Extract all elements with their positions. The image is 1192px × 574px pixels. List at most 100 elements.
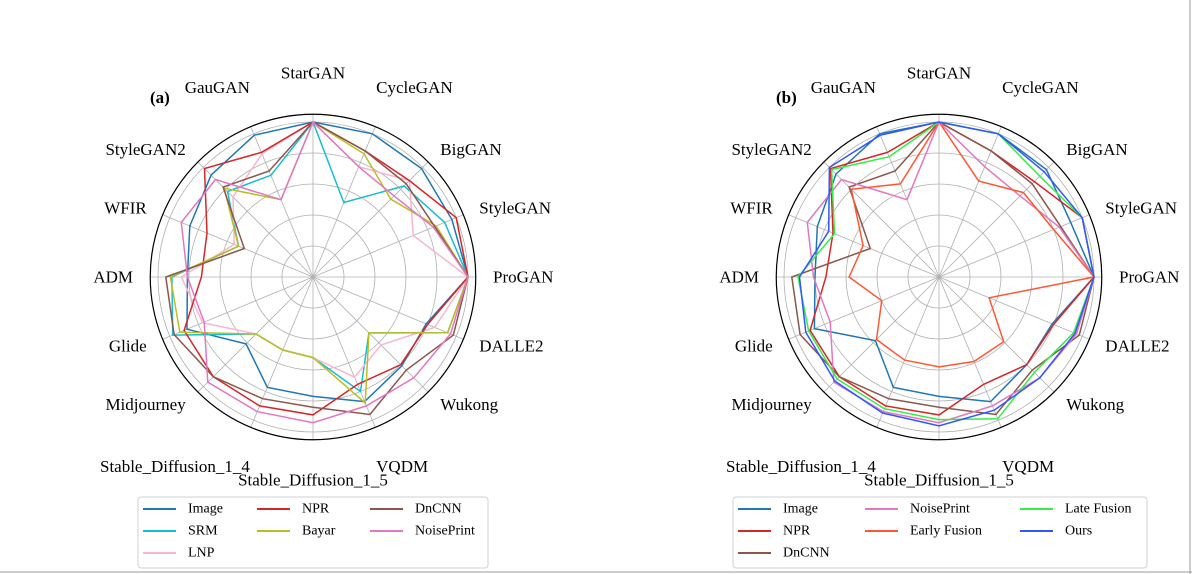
axis-label-gaugan: GauGAN [185, 78, 250, 97]
legend-label: Ours [1065, 524, 1092, 539]
axis-label-stable-diffusion-1-5: Stable_Diffusion_1_5 [238, 471, 388, 490]
outer-frame [149, 113, 477, 441]
legend-label: SRM [188, 524, 218, 539]
axis-label-stargan: StarGAN [281, 64, 345, 83]
legend-label: DnCNN [783, 546, 830, 561]
axis-label-glide: Glide [109, 336, 147, 355]
legend-label: NPR [302, 502, 330, 517]
legend-item: NPR [257, 502, 330, 517]
axis-label-adm: ADM [719, 268, 759, 287]
axis-label-stylegan: StyleGAN [479, 199, 551, 218]
legend-item: DnCNN [738, 546, 830, 561]
legend-item: DnCNN [370, 502, 462, 517]
series-line-ours [798, 121, 1095, 427]
legend-item: Early Fusion [865, 524, 982, 539]
axis-label-glide: Glide [735, 336, 773, 355]
legend-item: SRM [143, 524, 218, 539]
legend-item: LNP [143, 546, 215, 561]
grid-spoke [938, 276, 1055, 393]
series-line-image [813, 121, 1095, 403]
axis-label-stylegan2: StyleGAN2 [731, 140, 811, 159]
legend-item: Ours [1020, 524, 1092, 539]
axis-label-progan: ProGAN [493, 268, 553, 287]
series-line-noiseprint [806, 120, 1095, 424]
legend-label: Bayar [302, 524, 336, 539]
grid-spoke [938, 161, 1055, 278]
series-line-lnp [180, 121, 470, 379]
legend-item: Image [143, 502, 223, 517]
legend-label: NoisePrint [910, 502, 970, 517]
legend-label: DnCNN [415, 502, 462, 517]
outer-frame [775, 113, 1103, 441]
grid-spoke [788, 276, 940, 340]
legend-item: Bayar [257, 524, 336, 539]
axis-label-midjourney: Midjourney [105, 395, 186, 414]
grid-spoke [250, 126, 314, 278]
axis-label-biggan: BigGAN [1066, 140, 1127, 159]
grid-spoke [823, 276, 940, 393]
axis-label-vqdm: VQDM [376, 457, 428, 476]
axis-label-stable-diffusion-1-4: Stable_Diffusion_1_4 [100, 457, 250, 476]
radar-chart-a: ProGAN StyleGAN BigGAN CycleGAN StarGAN GauGA… [93, 64, 553, 569]
series-line-npr [183, 121, 469, 416]
legend: Image NPR DnCNN NoisePrint Early Fusion Late … [732, 496, 1148, 569]
grid-spoke [312, 276, 429, 393]
legend-box [732, 496, 1148, 569]
grid-spoke [312, 161, 429, 278]
grid-spoke [938, 126, 1002, 278]
legend-item: Image [738, 502, 818, 517]
grid-spoke [197, 161, 314, 278]
panel-label: (b) [776, 88, 797, 107]
legend-label: Early Fusion [910, 524, 982, 539]
grid-spoke [312, 276, 464, 340]
series-line-noiseprint [180, 120, 469, 424]
series-line-dncnn [164, 121, 469, 416]
axis-label-dalle2: DALLE2 [1105, 336, 1169, 355]
grid-spoke [938, 276, 1002, 428]
radar-chart-b: ProGAN StyleGAN BigGAN CycleGAN StarGAN GauGA… [719, 64, 1179, 569]
axis-label-cyclegan: CycleGAN [1002, 78, 1078, 97]
legend-item: NoisePrint [370, 524, 475, 539]
legend-item: NPR [738, 524, 811, 539]
legend-item: NoisePrint [865, 502, 970, 517]
grid-spoke [876, 126, 940, 278]
axis-label-wfir: WFIR [104, 199, 147, 218]
legend-label: LNP [188, 546, 215, 561]
series-line-early-fusion [848, 120, 1096, 368]
grid-spoke [312, 214, 464, 278]
axis-label-wfir: WFIR [730, 199, 773, 218]
axis-label-stylegan2: StyleGAN2 [105, 140, 185, 159]
axis-label-vqdm: VQDM [1002, 457, 1054, 476]
legend-label: Image [188, 502, 223, 517]
axis-label-stable-diffusion-1-5: Stable_Diffusion_1_5 [864, 471, 1014, 490]
grid-spoke [823, 161, 940, 278]
axis-label-stargan: StarGAN [907, 64, 971, 83]
legend-label: Image [783, 502, 818, 517]
axis-label-midjourney: Midjourney [731, 395, 812, 414]
panel-label: (a) [150, 88, 170, 107]
axis-label-wukong: Wukong [440, 395, 498, 414]
legend-label: NoisePrint [415, 524, 475, 539]
axis-label-cyclegan: CycleGAN [376, 78, 452, 97]
series-line-npr [809, 121, 1095, 416]
legend-label: NPR [783, 524, 811, 539]
grid-spoke [938, 214, 1090, 278]
grid-spoke [788, 214, 940, 278]
legend: Image SRM LNP NPR Bayar DnCNN NoisePrint [137, 496, 489, 569]
legend-item: Late Fusion [1020, 502, 1132, 517]
axis-label-gaugan: GauGAN [811, 78, 876, 97]
axis-label-adm: ADM [93, 268, 133, 287]
series-line-late-fusion [797, 121, 1095, 421]
axis-label-progan: ProGAN [1119, 268, 1179, 287]
axis-label-stable-diffusion-1-4: Stable_Diffusion_1_4 [726, 457, 876, 476]
axis-label-stylegan: StyleGAN [1105, 199, 1177, 218]
axis-label-biggan: BigGAN [440, 140, 501, 159]
grid-spoke [250, 276, 314, 428]
axis-label-dalle2: DALLE2 [479, 336, 543, 355]
legend-label: Late Fusion [1065, 502, 1132, 517]
grid-spoke [938, 276, 1090, 340]
grid-spoke [876, 276, 940, 428]
series-line-bayar [169, 120, 469, 405]
